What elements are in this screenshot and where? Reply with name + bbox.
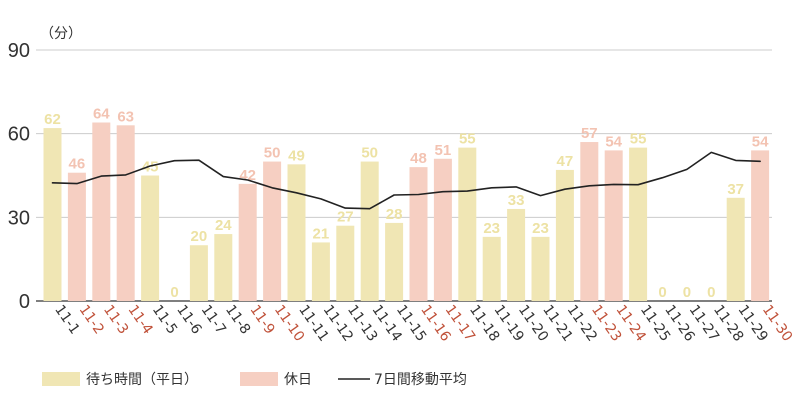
value-label-11-12: 21 (313, 225, 330, 242)
value-label-11-18: 55 (459, 131, 476, 148)
value-label-11-14: 50 (361, 145, 378, 162)
value-label-11-19: 23 (483, 220, 500, 237)
legend-swatch-holiday (240, 372, 278, 386)
value-label-11-27: 0 (683, 284, 691, 301)
value-label-11-16: 48 (410, 150, 427, 167)
bar-11-25 (629, 147, 648, 301)
bar-11-9 (238, 183, 257, 301)
value-label-11-26: 0 (658, 284, 666, 301)
bar-11-13 (336, 225, 355, 301)
x-tick-label-11-2: 11-2 (76, 302, 107, 337)
legend-label-moving-average: 7日間移動平均 (374, 372, 467, 388)
value-label-11-7: 20 (191, 228, 208, 245)
moving-average-line (51, 151, 761, 210)
bar-11-22 (555, 169, 574, 301)
x-tick-label-11-7: 11-7 (198, 302, 229, 337)
value-label-11-25: 55 (630, 131, 647, 148)
legend-label-holiday: 休日 (284, 372, 312, 388)
bar-11-3 (92, 122, 111, 301)
value-label-11-23: 57 (581, 125, 598, 142)
bar-11-24 (604, 150, 623, 301)
bar-11-5 (141, 175, 160, 301)
value-label-11-10: 50 (264, 145, 281, 162)
legend: 待ち時間（平日） 休日 7日間移動平均 (42, 372, 467, 388)
value-label-11-21: 23 (532, 220, 549, 237)
legend-swatch-weekday (42, 372, 80, 386)
x-axis-ticks: 11-111-211-311-411-511-611-711-811-911-1… (51, 302, 795, 345)
legend-label-weekday: 待ち時間（平日） (86, 372, 198, 388)
bar-11-30 (751, 150, 770, 301)
bar-11-15 (385, 222, 404, 301)
value-label-11-2: 46 (69, 156, 86, 173)
y-tick-label: 0 (19, 291, 30, 313)
value-label-11-29: 37 (727, 181, 744, 198)
value-label-11-17: 51 (435, 142, 452, 159)
value-label-11-3: 64 (93, 106, 110, 123)
value-label-11-8: 24 (215, 217, 232, 234)
value-label-11-30: 54 (752, 133, 769, 150)
x-tick-label-11-3: 11-3 (100, 302, 131, 337)
value-label-11-11: 49 (288, 147, 305, 164)
x-tick-label-11-6: 11-6 (173, 302, 204, 337)
bar-11-7 (189, 245, 208, 301)
value-label-11-5: 45 (142, 159, 159, 176)
bar-11-16 (409, 167, 428, 301)
bar-11-8 (214, 234, 233, 301)
bar-11-11 (287, 164, 306, 301)
bar-11-10 (263, 161, 282, 301)
value-label-11-22: 47 (557, 153, 574, 170)
value-label-11-4: 63 (117, 108, 134, 125)
y-tick-label: 30 (8, 207, 30, 229)
bars (43, 122, 770, 301)
y-tick-label: 90 (8, 40, 30, 62)
bar-11-29 (726, 197, 745, 301)
y-axis-ticks: 0 30 60 90 (8, 40, 30, 313)
x-tick-label-11-8: 11-8 (222, 302, 253, 337)
bar-11-14 (360, 161, 379, 301)
value-label-11-1: 62 (44, 111, 61, 128)
bar-11-17 (433, 158, 452, 301)
moving-average-line-group (51, 151, 761, 210)
bar-11-2 (67, 172, 86, 301)
x-tick-label-11-5: 11-5 (149, 302, 180, 337)
bar-11-4 (116, 125, 135, 301)
bar-11-19 (482, 236, 501, 301)
bar-11-1 (43, 128, 62, 301)
bar-11-23 (580, 142, 599, 301)
unit-label: （分） (40, 26, 82, 42)
value-label-11-24: 54 (605, 133, 622, 150)
x-tick-label-11-4: 11-4 (124, 302, 155, 337)
bar-11-18 (458, 147, 477, 301)
y-tick-label: 60 (8, 124, 30, 146)
value-label-11-28: 0 (707, 284, 715, 301)
value-label-11-15: 28 (386, 206, 403, 223)
bar-11-20 (507, 208, 526, 301)
bar-11-12 (311, 242, 330, 301)
value-label-11-6: 0 (170, 284, 178, 301)
x-tick-label-11-1: 11-1 (51, 302, 82, 337)
value-label-11-20: 33 (508, 192, 525, 209)
bar-11-21 (531, 236, 550, 301)
value-label-11-13: 27 (337, 209, 354, 226)
x-tick-label-11-9: 11-9 (246, 302, 277, 337)
